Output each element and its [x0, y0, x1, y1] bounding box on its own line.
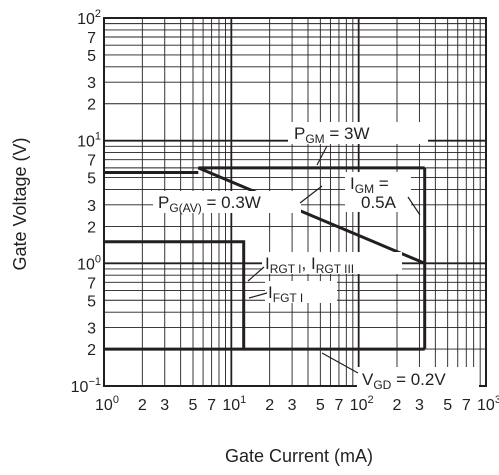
y-tick-label: 7 [87, 275, 96, 292]
y-tick-label: 100 [77, 253, 101, 273]
y-tick-label: 3 [87, 75, 96, 92]
y-tick-label: 10−1 [71, 376, 101, 396]
x-tick-label: 2 [138, 397, 147, 414]
y-tick-label: 5 [87, 293, 96, 310]
annotation-pgm: PGM = 3W [288, 122, 428, 166]
y-tick-label: 7 [87, 30, 96, 47]
x-tick-label: 102 [350, 394, 374, 414]
x-tick-label: 7 [207, 397, 216, 414]
y-tick-label: 7 [87, 153, 96, 170]
y-tick-label: 2 [87, 97, 96, 114]
x-tick-label: 3 [288, 397, 297, 414]
x-tick-label: 2 [265, 397, 274, 414]
y-axis-title: Gate Voltage (V) [10, 137, 30, 270]
y-tick-label: 2 [87, 219, 96, 236]
y-tick-label: 102 [77, 8, 101, 28]
y-tick-label: 101 [77, 131, 101, 151]
annotation-ifgt: IFGT I [248, 281, 337, 305]
x-tick-label: 101 [222, 394, 246, 414]
y-tick-label: 3 [87, 320, 96, 337]
x-tick-label: 5 [316, 397, 325, 414]
x-axis-title: Gate Current (mA) [225, 446, 373, 466]
x-tick-labels: 100 2 3 5 7 101 2 3 5 7 102 2 3 5 7 103 [95, 394, 499, 414]
curve-irgt [104, 240, 246, 350]
svg-text:0.5A: 0.5A [361, 193, 397, 212]
x-tick-label: 100 [95, 394, 119, 414]
y-tick-label: 5 [87, 171, 96, 188]
curves [104, 166, 427, 351]
svg-text:IFGT I: IFGT I [268, 283, 303, 305]
annotation-pgav: PG(AV) = 0.3W [153, 185, 323, 215]
y-tick-label: 2 [87, 342, 96, 359]
y-tick-label: 3 [87, 198, 96, 215]
x-tick-label: 3 [415, 397, 424, 414]
plot-frame [103, 17, 487, 387]
svg-text:VGD = 0.2V: VGD = 0.2V [362, 370, 446, 392]
annotation-igm: IGM = 0.5A [345, 172, 421, 216]
annotation-vgd: VGD = 0.2V [321, 352, 479, 392]
svg-text:IRGT I, IRGT III: IRGT I, IRGT III [265, 254, 354, 276]
x-tick-label: 7 [462, 397, 471, 414]
curve-igm [197, 166, 426, 265]
x-tick-label: 103 [477, 394, 499, 414]
x-tick-label: 3 [160, 397, 169, 414]
svg-text:PGM = 3W: PGM = 3W [294, 124, 370, 146]
annotation-irgt: IRGT I, IRGT III [247, 252, 402, 282]
y-tick-label: 5 [87, 48, 96, 65]
x-tick-label: 5 [443, 397, 452, 414]
svg-text:IGM =: IGM = [350, 174, 389, 196]
x-tick-label: 7 [334, 397, 343, 414]
svg-text:PG(AV) = 0.3W: PG(AV) = 0.3W [158, 193, 261, 215]
x-tick-label: 5 [189, 397, 198, 414]
x-tick-label: 2 [393, 397, 402, 414]
